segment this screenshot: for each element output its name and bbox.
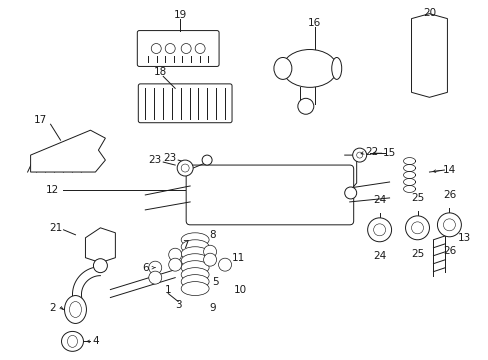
Circle shape [405, 216, 428, 240]
Ellipse shape [181, 261, 209, 275]
Circle shape [411, 222, 423, 234]
Text: 11: 11 [231, 253, 244, 263]
FancyBboxPatch shape [137, 31, 219, 67]
FancyBboxPatch shape [138, 84, 232, 123]
Text: 26: 26 [442, 246, 455, 256]
Text: 2: 2 [49, 302, 56, 312]
Ellipse shape [273, 58, 291, 80]
Text: 19: 19 [173, 10, 186, 20]
Text: 26: 26 [442, 190, 455, 200]
Ellipse shape [203, 253, 216, 266]
Text: 8: 8 [208, 230, 215, 240]
Ellipse shape [181, 275, 209, 289]
Text: 12: 12 [46, 185, 59, 195]
Ellipse shape [282, 50, 337, 87]
Ellipse shape [181, 247, 209, 261]
Circle shape [443, 219, 454, 231]
Text: 16: 16 [307, 18, 321, 28]
Ellipse shape [168, 258, 182, 271]
Circle shape [437, 213, 461, 237]
Circle shape [177, 160, 193, 176]
Ellipse shape [67, 336, 77, 347]
Ellipse shape [148, 261, 162, 274]
Ellipse shape [218, 258, 231, 271]
Text: 25: 25 [410, 249, 423, 259]
Ellipse shape [61, 332, 83, 351]
Circle shape [181, 44, 191, 54]
Text: 15: 15 [382, 148, 395, 158]
Polygon shape [411, 14, 447, 97]
Text: 4: 4 [92, 336, 99, 346]
Text: 7: 7 [182, 240, 188, 250]
Text: 10: 10 [233, 284, 246, 294]
Polygon shape [85, 228, 115, 263]
Circle shape [195, 44, 204, 54]
FancyBboxPatch shape [186, 165, 353, 225]
Ellipse shape [64, 296, 86, 323]
Text: 24: 24 [372, 251, 386, 261]
Ellipse shape [148, 271, 162, 284]
Circle shape [356, 152, 362, 158]
Circle shape [165, 44, 175, 54]
Circle shape [93, 259, 107, 273]
Ellipse shape [181, 240, 209, 254]
Ellipse shape [203, 245, 216, 258]
Ellipse shape [181, 268, 209, 282]
Circle shape [344, 187, 356, 199]
Ellipse shape [168, 248, 182, 261]
Circle shape [352, 148, 366, 162]
Ellipse shape [181, 233, 209, 247]
Text: 22: 22 [364, 147, 378, 157]
Ellipse shape [331, 58, 341, 80]
Circle shape [181, 164, 189, 172]
Circle shape [202, 155, 212, 165]
Ellipse shape [69, 302, 81, 318]
Text: 23: 23 [148, 155, 162, 165]
Ellipse shape [181, 282, 209, 296]
Text: 17: 17 [34, 115, 47, 125]
Text: 23: 23 [163, 153, 177, 163]
Text: 21: 21 [49, 223, 62, 233]
Text: 24: 24 [372, 195, 386, 205]
Text: 18: 18 [153, 67, 166, 77]
Circle shape [373, 224, 385, 236]
Polygon shape [31, 130, 105, 172]
Text: 3: 3 [175, 300, 181, 310]
Text: 20: 20 [422, 8, 435, 18]
Circle shape [151, 44, 161, 54]
Text: 13: 13 [457, 233, 470, 243]
Text: 14: 14 [442, 165, 455, 175]
Text: 5: 5 [211, 276, 218, 287]
Text: 9: 9 [209, 302, 216, 312]
Circle shape [367, 218, 391, 242]
Circle shape [297, 98, 313, 114]
Text: 1: 1 [164, 284, 171, 294]
Ellipse shape [181, 254, 209, 268]
Text: 6: 6 [142, 263, 148, 273]
Text: 25: 25 [410, 193, 423, 203]
